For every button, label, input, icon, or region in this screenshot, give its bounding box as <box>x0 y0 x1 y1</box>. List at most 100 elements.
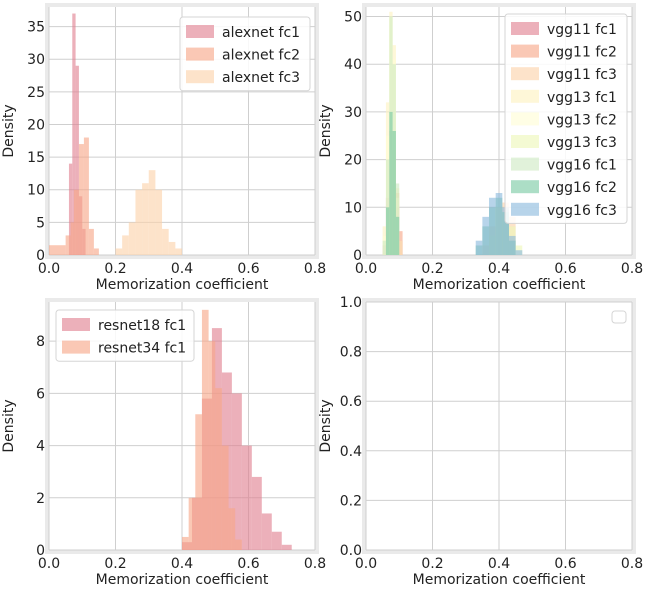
y-tick-label: 30 <box>344 105 362 121</box>
histogram-bar <box>148 170 156 255</box>
histogram-bar <box>228 508 236 550</box>
histogram-bar <box>208 341 216 550</box>
y-tick-label: 10 <box>344 200 362 216</box>
axes-frame <box>45 298 319 554</box>
histogram-bar <box>221 445 229 550</box>
histogram-bar <box>231 393 242 550</box>
chart-panel-3: 0.0 0.2 0.4 0.6 0.8 0 2 4 6 8 Memorization coeffic… <box>1 298 326 588</box>
histogram-bar <box>201 309 209 550</box>
histogram-bar <box>382 240 386 255</box>
legend-label: alexnet fc2 <box>222 48 300 64</box>
legend-box <box>611 310 627 324</box>
y-tick-label: 15 <box>27 150 45 166</box>
x-tick-label: 0.4 <box>171 261 193 277</box>
histogram-bar <box>155 189 163 255</box>
legend-label: vgg13 fc2 <box>547 112 617 128</box>
histogram-bar <box>128 222 136 255</box>
x-tick-label: 0.6 <box>237 556 259 572</box>
legend-swatch <box>511 157 539 171</box>
histogram-bar <box>88 228 94 255</box>
y-tick-label: 20 <box>344 153 362 169</box>
x-axis-label: Memorization coefficient <box>96 572 269 588</box>
histogram-bar <box>78 144 84 255</box>
x-tick-label: 0.6 <box>237 261 259 277</box>
series-alexnet-fc3 <box>115 170 182 255</box>
legend-swatch <box>511 67 539 81</box>
y-tick-label: 0.8 <box>340 345 362 361</box>
x-tick-label: 0.8 <box>304 261 326 277</box>
y-tick-label: 25 <box>27 85 45 101</box>
x-axis-label: Memorization coefficient <box>413 572 586 588</box>
legend-label: vgg13 fc1 <box>547 90 617 106</box>
histogram-bar <box>182 536 189 550</box>
legend-swatch <box>511 112 539 126</box>
histogram-bar <box>251 476 262 550</box>
y-tick-label: 20 <box>27 117 45 133</box>
legend-swatch <box>511 180 539 194</box>
series-vgg16-fc3 <box>475 193 523 255</box>
y-tick-label: 6 <box>36 386 45 402</box>
histogram-bar <box>122 235 129 255</box>
x-tick-label: 0.0 <box>355 261 377 277</box>
histogram-bar <box>515 250 523 255</box>
histogram-bar <box>188 497 196 550</box>
y-tick-label: 0 <box>36 248 45 264</box>
x-tick-label: 0.8 <box>621 261 643 277</box>
histogram-bar <box>175 248 182 255</box>
x-axis-label: Memorization coefficient <box>413 277 586 293</box>
y-axis-label: Density <box>318 399 334 452</box>
x-tick-label: 0.2 <box>421 556 443 572</box>
legend-label: resnet18 fc1 <box>98 318 186 334</box>
histogram-bar <box>162 228 169 255</box>
y-tick-label: 30 <box>27 52 45 68</box>
y-tick-label: 0.4 <box>340 444 362 460</box>
x-tick-label: 0.2 <box>104 261 126 277</box>
histogram-bar <box>385 207 390 255</box>
y-tick-label: 0 <box>36 543 45 559</box>
x-tick-label: 0.0 <box>38 261 60 277</box>
histogram-bar <box>389 111 393 255</box>
y-tick-label: 2 <box>36 491 45 507</box>
histogram-bar <box>502 207 509 255</box>
legend-swatch <box>511 135 539 148</box>
legend-swatch <box>62 340 90 354</box>
histogram-bar <box>75 65 79 255</box>
y-tick-label: 0.2 <box>340 493 362 509</box>
y-tick-label: 8 <box>36 334 45 350</box>
legend: vgg11 fc1 vgg11 fc2 vgg11 fc3 vgg13 fc1 vgg1… <box>504 13 628 224</box>
histogram-bar <box>70 222 74 255</box>
x-tick-label: 0.8 <box>304 556 326 572</box>
legend-label: vgg16 fc1 <box>547 158 617 174</box>
legend-swatch <box>62 318 90 331</box>
y-tick-label: 40 <box>344 57 362 73</box>
legend-box <box>504 13 628 224</box>
histogram-bar <box>495 193 503 255</box>
legend-label: vgg11 fc3 <box>547 67 617 83</box>
histogram-bar <box>489 197 496 255</box>
x-tick-label: 0.0 <box>355 556 377 572</box>
histogram-bar <box>392 131 396 255</box>
legend: resnet18 fc1 resnet34 fc1 <box>55 309 195 362</box>
axes-frame <box>362 298 636 554</box>
x-tick-label: 0.2 <box>104 556 126 572</box>
histogram-bar <box>281 544 292 550</box>
y-tick-label: 0 <box>353 248 362 264</box>
legend-label: vgg11 fc2 <box>547 45 617 61</box>
histogram-bar <box>235 539 242 550</box>
series-resnet34-fc1 <box>182 309 242 550</box>
legend-swatch <box>511 22 539 35</box>
y-tick-label: 5 <box>36 215 45 231</box>
histogram-bar <box>135 189 143 255</box>
legend-label: alexnet fc3 <box>222 70 300 86</box>
histogram-bar <box>215 388 222 550</box>
histogram-bar <box>93 248 99 255</box>
y-tick-label: 50 <box>344 10 362 26</box>
chart-panel-2: 0.0 0.2 0.4 0.6 0.8 0 10 20 30 40 50 Memorization c… <box>318 3 643 293</box>
legend-label: vgg16 fc2 <box>547 180 617 196</box>
histogram-bar <box>261 513 272 550</box>
legend-swatch <box>511 44 539 58</box>
y-tick-label: 0.6 <box>340 394 362 410</box>
x-tick-label: 0.4 <box>488 261 510 277</box>
y-axis-label: Density <box>1 104 17 157</box>
y-tick-label: 1.0 <box>340 295 362 311</box>
